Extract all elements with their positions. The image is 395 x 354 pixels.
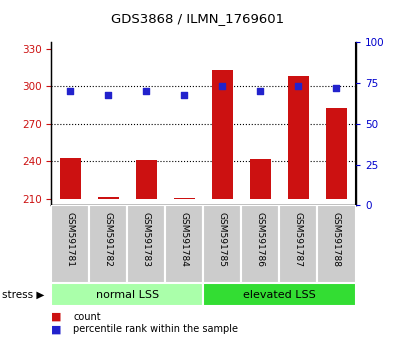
Text: GSM591787: GSM591787 bbox=[294, 212, 303, 267]
Bar bbox=[326, 108, 347, 199]
Bar bbox=[60, 158, 81, 199]
Bar bbox=[279, 205, 318, 283]
Text: GSM591788: GSM591788 bbox=[332, 212, 341, 267]
Text: percentile rank within the sample: percentile rank within the sample bbox=[73, 324, 238, 334]
Text: GSM591781: GSM591781 bbox=[66, 212, 75, 267]
Point bbox=[295, 84, 302, 89]
Text: ■: ■ bbox=[51, 324, 62, 334]
Text: GSM591783: GSM591783 bbox=[142, 212, 151, 267]
Point bbox=[105, 92, 111, 97]
Bar bbox=[203, 205, 241, 283]
Text: count: count bbox=[73, 312, 101, 322]
Text: GSM591784: GSM591784 bbox=[180, 212, 189, 267]
Bar bbox=[174, 198, 195, 199]
Text: elevated LSS: elevated LSS bbox=[243, 290, 316, 300]
Point bbox=[143, 88, 150, 94]
Bar bbox=[51, 283, 203, 306]
Point bbox=[67, 88, 73, 94]
Bar bbox=[127, 205, 166, 283]
Point bbox=[181, 92, 188, 97]
Bar bbox=[203, 283, 356, 306]
Bar bbox=[318, 205, 356, 283]
Bar bbox=[51, 205, 89, 283]
Text: ■: ■ bbox=[51, 312, 62, 322]
Bar bbox=[241, 205, 279, 283]
Text: stress ▶: stress ▶ bbox=[2, 290, 44, 300]
Bar bbox=[212, 70, 233, 199]
Bar bbox=[89, 205, 127, 283]
Bar bbox=[250, 159, 271, 199]
Text: GDS3868 / ILMN_1769601: GDS3868 / ILMN_1769601 bbox=[111, 12, 284, 25]
Text: GSM591786: GSM591786 bbox=[256, 212, 265, 267]
Bar bbox=[98, 196, 119, 199]
Bar bbox=[288, 76, 309, 199]
Text: normal LSS: normal LSS bbox=[96, 290, 159, 300]
Point bbox=[333, 85, 340, 91]
Text: GSM591785: GSM591785 bbox=[218, 212, 227, 267]
Point bbox=[219, 84, 226, 89]
Text: GSM591782: GSM591782 bbox=[104, 212, 113, 267]
Bar bbox=[166, 205, 203, 283]
Point bbox=[257, 88, 263, 94]
Bar bbox=[136, 160, 157, 199]
